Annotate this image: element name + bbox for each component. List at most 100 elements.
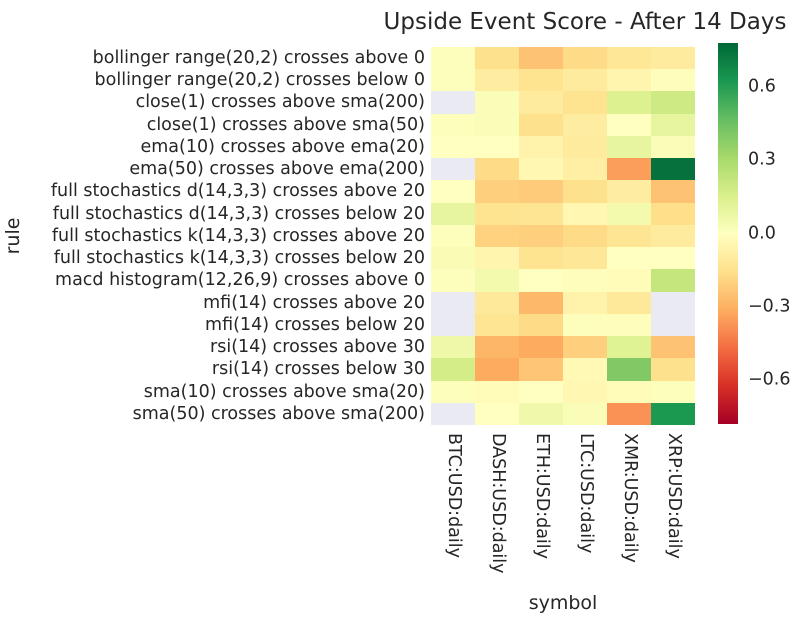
y-axis-label: rule [2, 217, 24, 255]
heatmap-cell [475, 180, 519, 203]
x-axis-label: symbol [528, 592, 598, 614]
heatmap-cell [519, 47, 563, 70]
heatmap-cell [431, 247, 475, 270]
heatmap-cell [607, 91, 651, 114]
heatmap-cell [519, 224, 563, 248]
heatmap-cell [563, 402, 607, 425]
heatmap-cell [651, 202, 695, 225]
heatmap-cell [651, 336, 695, 359]
heatmap-cell [607, 402, 651, 425]
y-tick-label: rsi(14) crosses above 30 [210, 337, 425, 358]
y-tick-label: full stochastics d(14,3,3) crosses above… [50, 181, 425, 202]
heatmap-cell [563, 69, 607, 92]
y-tick-label: full stochastics k(14,3,3) crosses below… [53, 248, 425, 269]
heatmap-cell [475, 158, 519, 181]
heatmap-cell-nan [431, 91, 475, 114]
x-tick-label: LTC:USD:daily [575, 433, 596, 554]
y-tick-label: ema(10) crosses above ema(20) [140, 136, 425, 157]
heatmap-cell-nan [651, 291, 695, 314]
heatmap-cell [607, 269, 651, 292]
heatmap-cell [431, 202, 475, 225]
y-tick-label: bollinger range(20,2) crosses above 0 [92, 48, 425, 68]
y-tick-label: mfi(14) crosses above 20 [203, 292, 425, 313]
colorbar-tick-label: 0.3 [748, 149, 776, 170]
heatmap-cell [519, 202, 563, 225]
heatmap-cell [475, 291, 519, 314]
y-tick-label: close(1) crosses above sma(200) [135, 92, 425, 113]
heatmap-cell [607, 47, 651, 70]
heatmap-cell [519, 402, 563, 425]
heatmap-cell [651, 158, 695, 181]
colorbar-tick-label: 0.0 [748, 222, 776, 243]
heatmap-cell [563, 113, 607, 136]
heatmap-cell [651, 402, 695, 425]
heatmap-cell [651, 91, 695, 114]
heatmap-cell [475, 402, 519, 425]
colorbar-tick-label: −0.6 [748, 369, 791, 390]
heatmap-cell [651, 135, 695, 159]
heatmap-cell [519, 91, 563, 114]
heatmap-cell [651, 247, 695, 270]
heatmap-cell [607, 358, 651, 381]
heatmap-cell [431, 336, 475, 359]
heatmap-cell [475, 135, 519, 159]
heatmap-cell [563, 202, 607, 225]
heatmap-cell [607, 247, 651, 270]
heatmap-cell-nan [431, 313, 475, 337]
heatmap-cell [563, 380, 607, 403]
heatmap-cell [475, 269, 519, 292]
heatmap-cell-nan [431, 158, 475, 181]
heatmap-cell [607, 380, 651, 403]
y-tick-label: sma(50) crosses above sma(200) [132, 403, 425, 424]
heatmap-cell [431, 380, 475, 403]
heatmap-cell-nan [431, 291, 475, 314]
heatmap-cell [519, 135, 563, 159]
heatmap-cell [519, 313, 563, 337]
heatmap-cell [607, 313, 651, 337]
heatmap-cell [519, 180, 563, 203]
heatmap-cell [431, 47, 475, 70]
heatmap-cell [475, 202, 519, 225]
heatmap-cell [519, 69, 563, 92]
x-tick-label: BTC:USD:daily [443, 433, 464, 558]
heatmap-cell [431, 113, 475, 136]
heatmap-cell [563, 47, 607, 70]
heatmap-cell [475, 247, 519, 270]
heatmap-cell [431, 180, 475, 203]
y-tick-label: ema(50) crosses above ema(200) [129, 159, 425, 180]
heatmap-cell [607, 180, 651, 203]
heatmap-cell [563, 224, 607, 248]
heatmap-cell [563, 269, 607, 292]
x-tick-label: XRP:USD:daily [663, 433, 684, 559]
heatmap-cell [431, 135, 475, 159]
colorbar-tick-label: −0.3 [748, 296, 791, 317]
heatmap-cell [651, 269, 695, 292]
heatmap-cell [607, 224, 651, 248]
heatmap-cell [651, 224, 695, 248]
heatmap-cell [519, 247, 563, 270]
heatmap-cell [651, 69, 695, 92]
y-tick-label: close(1) crosses above sma(50) [146, 114, 425, 135]
y-tick-label: full stochastics d(14,3,3) crosses below… [52, 203, 425, 224]
heatmap-cell [563, 336, 607, 359]
heatmap-cell [431, 358, 475, 381]
heatmap-cell [563, 91, 607, 114]
heatmap-cell [519, 358, 563, 381]
chart-title: Upside Event Score - After 14 Days [383, 9, 787, 35]
heatmap-cell [519, 336, 563, 359]
heatmap-cell [563, 358, 607, 381]
heatmap-cell [519, 158, 563, 181]
heatmap-cell [563, 247, 607, 270]
heatmap-cell [607, 291, 651, 314]
heatmap-cell [431, 224, 475, 248]
heatmap-cell-nan [431, 402, 475, 425]
heatmap-cell [519, 113, 563, 136]
x-tick-label: DASH:USD:daily [487, 433, 508, 574]
heatmap-cell [475, 224, 519, 248]
heatmap-cell [475, 69, 519, 92]
heatmap-cell [651, 47, 695, 70]
heatmap-cell [475, 358, 519, 381]
heatmap-grid [431, 47, 695, 425]
heatmap-cell [563, 291, 607, 314]
heatmap-cell [563, 180, 607, 203]
